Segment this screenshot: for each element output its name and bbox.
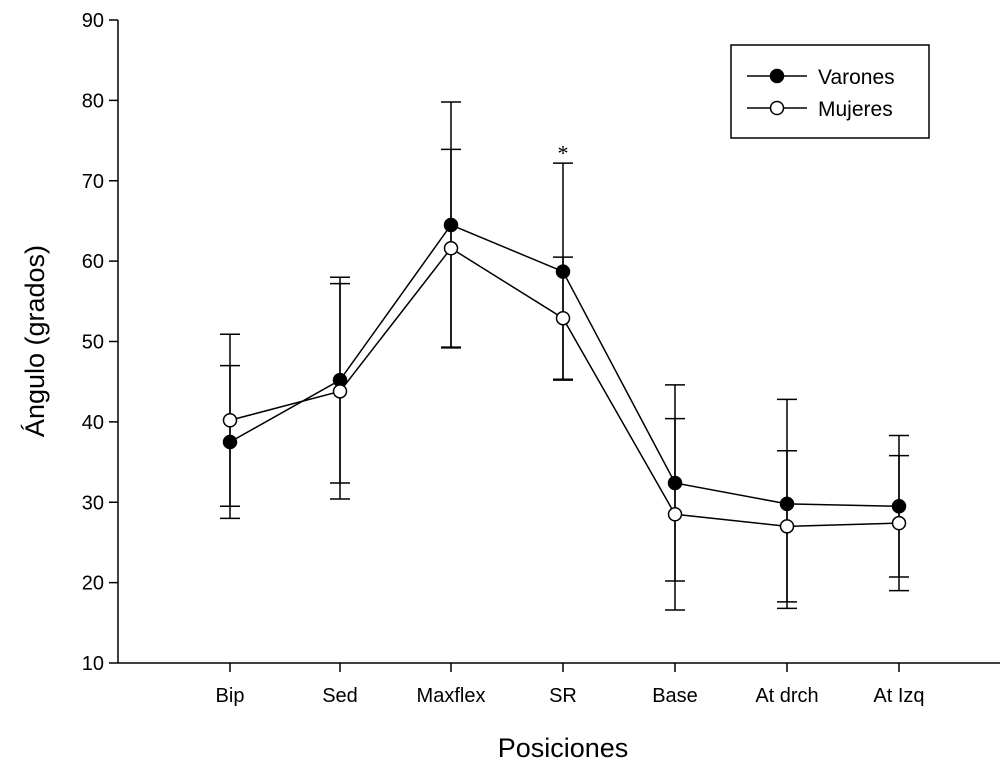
data-point-varones: [443, 217, 459, 233]
legend: Varones Mujeres: [730, 44, 930, 139]
legend-label: Varones: [818, 66, 895, 89]
x-axis-title: Posiciones: [498, 733, 629, 763]
data-point-varones: [667, 475, 683, 491]
data-point-varones: [891, 499, 907, 514]
legend-marker: [769, 68, 785, 84]
y-tick-label: 90: [82, 10, 104, 32]
x-tick-label: At drch: [755, 685, 818, 707]
y-tick-label: 20: [82, 573, 104, 595]
data-point-mujeres: [443, 241, 459, 256]
data-point-mujeres: [779, 519, 795, 534]
data-point-mujeres: [332, 384, 348, 399]
y-tick-label: 70: [82, 171, 104, 193]
legend-label: Mujeres: [818, 98, 893, 121]
x-tick-label: Base: [652, 685, 698, 707]
y-tick-label: 40: [82, 412, 104, 434]
y-axis-title: Ángulo (grados): [20, 245, 50, 437]
y-tick-label: 80: [82, 90, 104, 112]
y-tick-label: 10: [82, 653, 104, 675]
y-tick-label: 60: [82, 251, 104, 273]
annotations: *: [558, 141, 569, 166]
legend-marker: [769, 100, 785, 116]
x-tick-label: Bip: [216, 685, 245, 707]
data-point-mujeres: [222, 413, 238, 428]
y-tick-label: 30: [82, 492, 104, 514]
x-tick-label: SR: [549, 685, 577, 707]
data-point-mujeres: [667, 507, 683, 522]
x-tick-label: Maxflex: [417, 685, 486, 707]
data-point-mujeres: [555, 310, 571, 326]
y-tick-label: 50: [82, 332, 104, 354]
x-tick-label: At Izq: [873, 685, 924, 707]
data-point-varones: [222, 434, 238, 450]
axes: 10 20 30 40 50 60 70 80 90 Bip Sed Maxflex SR Base At …: [82, 10, 1000, 707]
series-markers: [222, 217, 907, 534]
data-point-mujeres: [891, 515, 907, 531]
error-bars: [220, 101, 909, 611]
series-line-mujeres: [229, 247, 900, 528]
data-point-varones: [555, 264, 571, 279]
legend-box: [730, 44, 930, 139]
x-tick-label: Sed: [322, 685, 358, 707]
significance-marker: *: [558, 141, 569, 166]
data-point-varones: [779, 496, 795, 512]
